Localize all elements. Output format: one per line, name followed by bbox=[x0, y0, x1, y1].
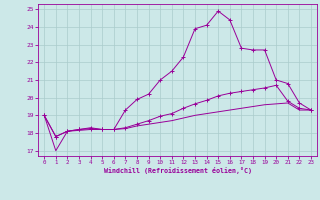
X-axis label: Windchill (Refroidissement éolien,°C): Windchill (Refroidissement éolien,°C) bbox=[104, 167, 252, 174]
